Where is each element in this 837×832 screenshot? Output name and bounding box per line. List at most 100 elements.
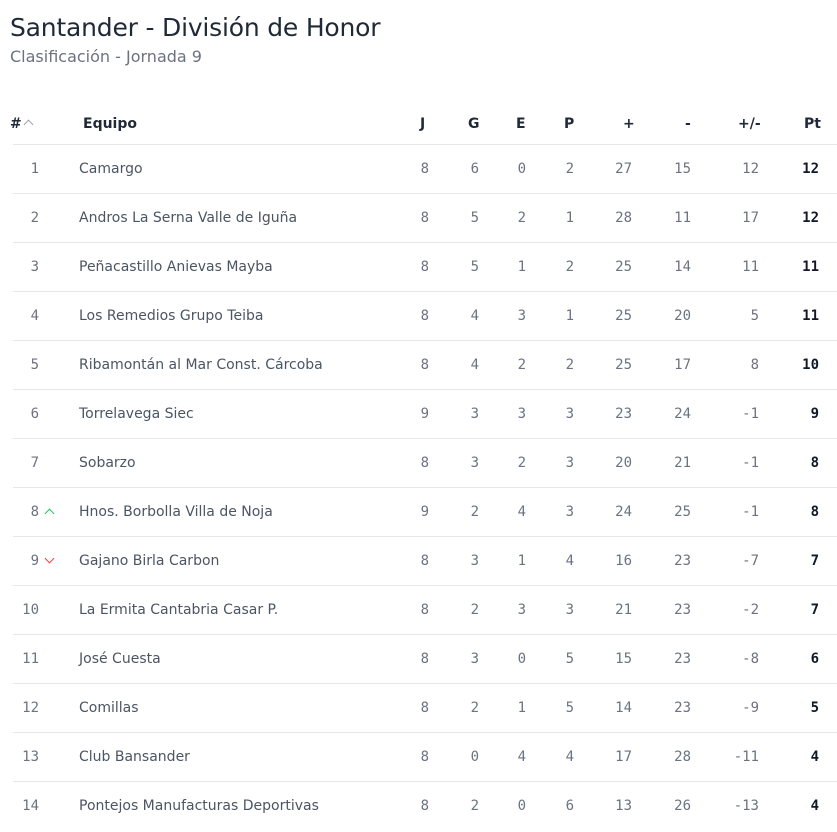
column-header-goal-difference[interactable]: +/- bbox=[738, 116, 761, 132]
row-gd: -11 bbox=[733, 749, 759, 765]
row-position: 7 bbox=[30, 455, 39, 471]
row-position: 9 bbox=[30, 553, 39, 569]
row-team-name[interactable]: Pontejos Manufacturas Deportivas bbox=[79, 798, 319, 814]
row-gf: 17 bbox=[615, 749, 632, 765]
table-row[interactable]: 1 Camargo 8 6 0 2 27 15 12 12 bbox=[13, 144, 837, 193]
row-gd: 8 bbox=[750, 357, 759, 373]
column-header-pos[interactable]: # bbox=[10, 116, 22, 132]
row-gd: -1 bbox=[742, 455, 759, 471]
row-gd: -2 bbox=[742, 602, 759, 618]
row-gf: 21 bbox=[615, 602, 632, 618]
row-gf: 25 bbox=[615, 308, 632, 324]
row-team-name[interactable]: Gajano Birla Carbon bbox=[79, 553, 220, 569]
table-row[interactable]: 10 La Ermita Cantabria Casar P. 8 2 3 3 21 23 -2… bbox=[13, 585, 837, 634]
row-p: 2 bbox=[565, 259, 574, 275]
row-e: 4 bbox=[517, 504, 526, 520]
row-team-name[interactable]: José Cuesta bbox=[79, 651, 161, 667]
table-row[interactable]: 7 Sobarzo 8 3 2 3 20 21 -1 8 bbox=[13, 438, 837, 487]
table-row[interactable]: 9 Gajano Birla Carbon 8 3 1 4 16 23 -7 7 bbox=[13, 536, 837, 585]
row-team-name[interactable]: Sobarzo bbox=[79, 455, 136, 471]
row-j: 8 bbox=[420, 210, 429, 226]
row-ga: 26 bbox=[674, 798, 691, 814]
row-ga: 23 bbox=[674, 700, 691, 716]
row-gd: -7 bbox=[742, 553, 759, 569]
row-pt: 6 bbox=[810, 651, 819, 667]
table-row[interactable]: 5 Ribamontán al Mar Const. Cárcoba 8 4 2 2 25 1… bbox=[13, 340, 837, 389]
row-gf: 24 bbox=[615, 504, 632, 520]
row-pt: 5 bbox=[810, 700, 819, 716]
column-header-j[interactable]: J bbox=[420, 116, 426, 132]
table-row[interactable]: 13 Club Bansander 8 0 4 4 17 28 -11 4 bbox=[13, 732, 837, 781]
row-position: 2 bbox=[30, 210, 39, 226]
row-position: 4 bbox=[30, 308, 39, 324]
row-j: 8 bbox=[420, 749, 429, 765]
table-row[interactable]: 12 Comillas 8 2 1 5 14 23 -9 5 bbox=[13, 683, 837, 732]
row-p: 3 bbox=[565, 455, 574, 471]
row-gf: 25 bbox=[615, 259, 632, 275]
row-team-name[interactable]: Torrelavega Siec bbox=[79, 406, 194, 422]
row-pt: 9 bbox=[810, 406, 819, 422]
sort-ascending-icon[interactable] bbox=[23, 119, 34, 130]
row-team-name[interactable]: Ribamontán al Mar Const. Cárcoba bbox=[79, 357, 323, 373]
column-header-p[interactable]: P bbox=[564, 116, 575, 132]
table-row[interactable]: 6 Torrelavega Siec 9 3 3 3 23 24 -1 9 bbox=[13, 389, 837, 438]
table-row[interactable]: 2 Andros La Serna Valle de Iguña 8 5 2 1 28 11 1… bbox=[13, 193, 837, 242]
row-j: 9 bbox=[420, 504, 429, 520]
row-e: 2 bbox=[517, 455, 526, 471]
row-j: 9 bbox=[420, 406, 429, 422]
row-pt: 12 bbox=[802, 161, 819, 177]
column-header-goals-for[interactable]: + bbox=[623, 116, 635, 132]
row-j: 8 bbox=[420, 259, 429, 275]
row-e: 3 bbox=[517, 308, 526, 324]
row-position: 10 bbox=[22, 602, 39, 618]
row-j: 8 bbox=[420, 798, 429, 814]
row-gf: 20 bbox=[615, 455, 632, 471]
table-row[interactable]: 8 Hnos. Borbolla Villa de Noja 9 2 4 3 24 25 -1 8 bbox=[13, 487, 837, 536]
row-team-name[interactable]: Club Bansander bbox=[79, 749, 190, 765]
column-header-g[interactable]: G bbox=[468, 116, 480, 132]
row-ga: 17 bbox=[674, 357, 691, 373]
row-gf: 14 bbox=[615, 700, 632, 716]
column-header-e[interactable]: E bbox=[516, 116, 526, 132]
row-e: 1 bbox=[517, 700, 526, 716]
row-e: 0 bbox=[517, 651, 526, 667]
row-j: 8 bbox=[420, 357, 429, 373]
row-position: 3 bbox=[30, 259, 39, 275]
row-team-name[interactable]: Andros La Serna Valle de Iguña bbox=[79, 210, 298, 226]
row-team-name[interactable]: Los Remedios Grupo Teiba bbox=[79, 308, 264, 324]
row-gd: -13 bbox=[733, 798, 759, 814]
page-title: Santander - División de Honor bbox=[10, 13, 381, 42]
row-p: 4 bbox=[565, 749, 574, 765]
row-g: 2 bbox=[470, 700, 479, 716]
table-row[interactable]: 3 Peñacastillo Anievas Mayba 8 5 1 2 25 14 11 11 bbox=[13, 242, 837, 291]
table-row[interactable]: 11 José Cuesta 8 3 0 5 15 23 -8 6 bbox=[13, 634, 837, 683]
row-gd: -9 bbox=[742, 700, 759, 716]
row-pt: 4 bbox=[810, 749, 819, 765]
row-gd: -1 bbox=[742, 406, 759, 422]
column-header-goals-against[interactable]: - bbox=[685, 116, 691, 132]
row-p: 2 bbox=[565, 161, 574, 177]
row-gd: 5 bbox=[750, 308, 759, 324]
column-header-team[interactable]: Equipo bbox=[83, 116, 137, 132]
row-position: 5 bbox=[30, 357, 39, 373]
row-p: 3 bbox=[565, 406, 574, 422]
row-position: 6 bbox=[30, 406, 39, 422]
row-team-name[interactable]: La Ermita Cantabria Casar P. bbox=[79, 602, 279, 618]
table-row[interactable]: 4 Los Remedios Grupo Teiba 8 4 3 1 25 20 5 11 bbox=[13, 291, 837, 340]
row-team-name[interactable]: Hnos. Borbolla Villa de Noja bbox=[79, 504, 273, 520]
row-gf: 23 bbox=[615, 406, 632, 422]
table-row[interactable]: 14 Pontejos Manufacturas Deportivas 8 2 0 6 13… bbox=[13, 781, 837, 830]
row-team-name[interactable]: Comillas bbox=[79, 700, 139, 716]
row-p: 1 bbox=[565, 308, 574, 324]
row-gf: 27 bbox=[615, 161, 632, 177]
row-g: 4 bbox=[470, 357, 479, 373]
row-g: 2 bbox=[470, 798, 479, 814]
row-ga: 23 bbox=[674, 602, 691, 618]
row-team-name[interactable]: Peñacastillo Anievas Mayba bbox=[79, 259, 273, 275]
row-e: 0 bbox=[517, 161, 526, 177]
standings-table: 1 Camargo 8 6 0 2 27 15 12 12 2 Andros La Serna Val… bbox=[13, 144, 837, 830]
row-p: 6 bbox=[565, 798, 574, 814]
column-header-points[interactable]: Pt bbox=[804, 116, 821, 132]
row-g: 0 bbox=[470, 749, 479, 765]
row-team-name[interactable]: Camargo bbox=[79, 161, 143, 177]
